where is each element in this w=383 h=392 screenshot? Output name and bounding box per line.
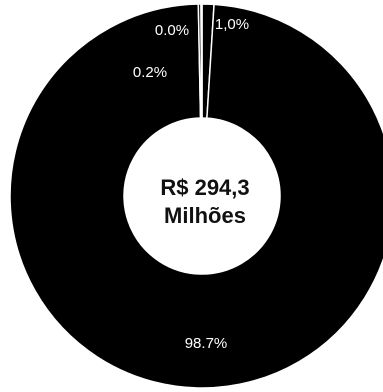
slice-labels: 98.7% 0.2% 0.0% 1,0% bbox=[133, 16, 249, 352]
slice-label-0-2: 0.2% bbox=[133, 64, 167, 81]
donut-slices bbox=[9, 3, 383, 389]
slice-label-0-0: 0.0% bbox=[155, 22, 189, 39]
slice-label-1-0: 1,0% bbox=[215, 16, 249, 33]
center-total-unit: Milhões bbox=[164, 203, 246, 228]
center-total: R$ 294,3 Milhões bbox=[160, 175, 249, 228]
slice-label-98-7: 98.7% bbox=[185, 335, 228, 352]
slice-0-0 bbox=[200, 3, 203, 119]
slice-98-7 bbox=[9, 3, 383, 389]
center-total-value: R$ 294,3 bbox=[160, 175, 249, 200]
